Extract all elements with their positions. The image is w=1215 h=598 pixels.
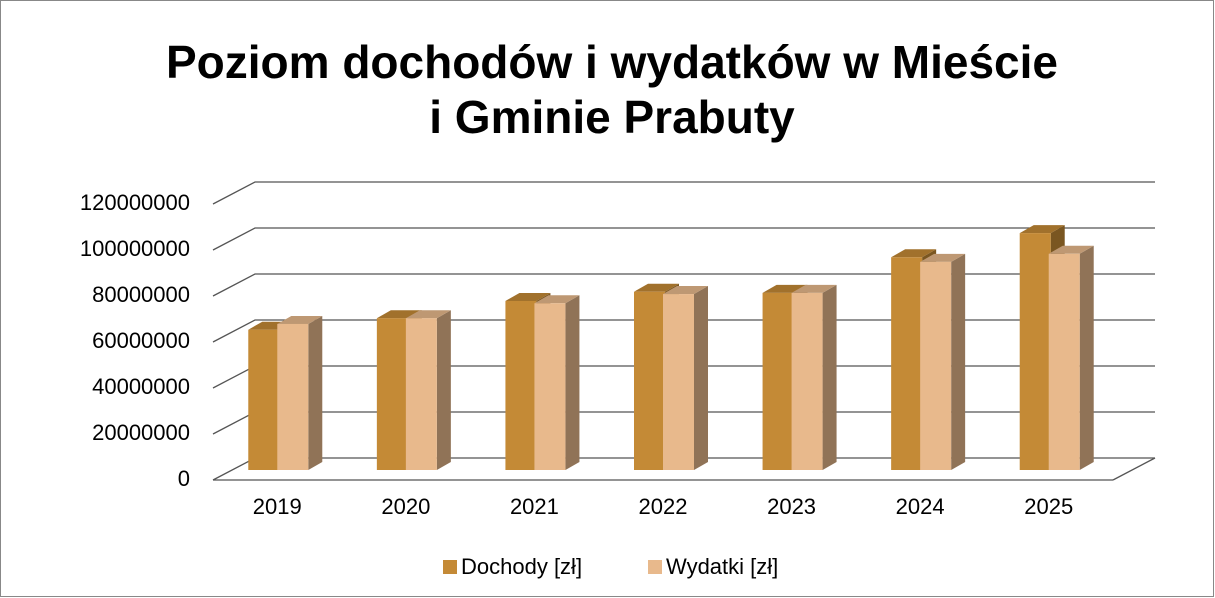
y-tick-label: 100000000 [80,236,190,261]
bar-front [762,292,794,470]
bar-side [1079,245,1094,470]
x-tick-label: 2024 [896,494,945,519]
y-tick-label: 60000000 [92,328,190,353]
y-tick-label: 80000000 [92,282,190,307]
x-tick-label: 2025 [1024,494,1073,519]
bar-side [436,310,451,470]
bar-top [891,249,937,258]
bar-front [277,323,309,470]
bar [663,286,708,470]
x-tick-label: 2023 [767,494,816,519]
y-tick-label: 20000000 [92,420,190,445]
x-tick-label: 2022 [639,494,688,519]
bar-side [951,253,966,470]
floor-edge [1112,457,1156,481]
x-tick-label: 2021 [510,494,559,519]
grid-line [212,227,1155,251]
bar-top [634,283,679,292]
bar-front [891,257,923,470]
bar-front [248,329,280,470]
legend-swatch [648,560,662,574]
bar-front [791,292,823,470]
legend-swatch [443,560,457,574]
bar-side [308,315,323,470]
bar-top [534,295,580,304]
legend-label: Dochody [zł] [461,554,582,579]
legend-label: Wydatki [zł] [666,554,778,579]
bar-top [663,286,708,295]
x-tick-label: 2020 [381,494,430,519]
bar [534,295,580,470]
bar [920,253,966,470]
bar-top [920,253,966,262]
bar-front [1048,253,1080,470]
chart-title: i Gminie Prabuty [429,91,795,143]
bar [277,315,323,470]
bar-front [534,303,566,470]
bar [1048,245,1094,470]
bar-top [1019,225,1065,234]
bar-top [791,284,837,293]
y-tick-label: 40000000 [92,374,190,399]
bar-front [920,261,952,470]
bar-front [663,294,694,470]
bar-front [1019,233,1051,470]
x-tick-label: 2019 [253,494,302,519]
bar-front [405,318,437,470]
y-tick-label: 0 [178,466,190,491]
bar-front [634,291,665,470]
bar-front [376,318,408,470]
bar [791,284,837,470]
bar-top [405,310,451,319]
bar-side [565,295,580,470]
bar-top [505,292,551,301]
chart-title: Poziom dochodów i wydatków w Mieście [166,36,1058,88]
bar-front [505,300,537,470]
bar-side [694,286,708,470]
y-tick-label: 120000000 [80,190,190,215]
bar-top [277,315,323,324]
grid-line [212,273,1155,297]
grid-line [212,319,1155,343]
grid-line [212,181,1155,205]
bar-top [1048,245,1094,254]
bar-side [822,284,837,470]
bar [405,310,451,470]
